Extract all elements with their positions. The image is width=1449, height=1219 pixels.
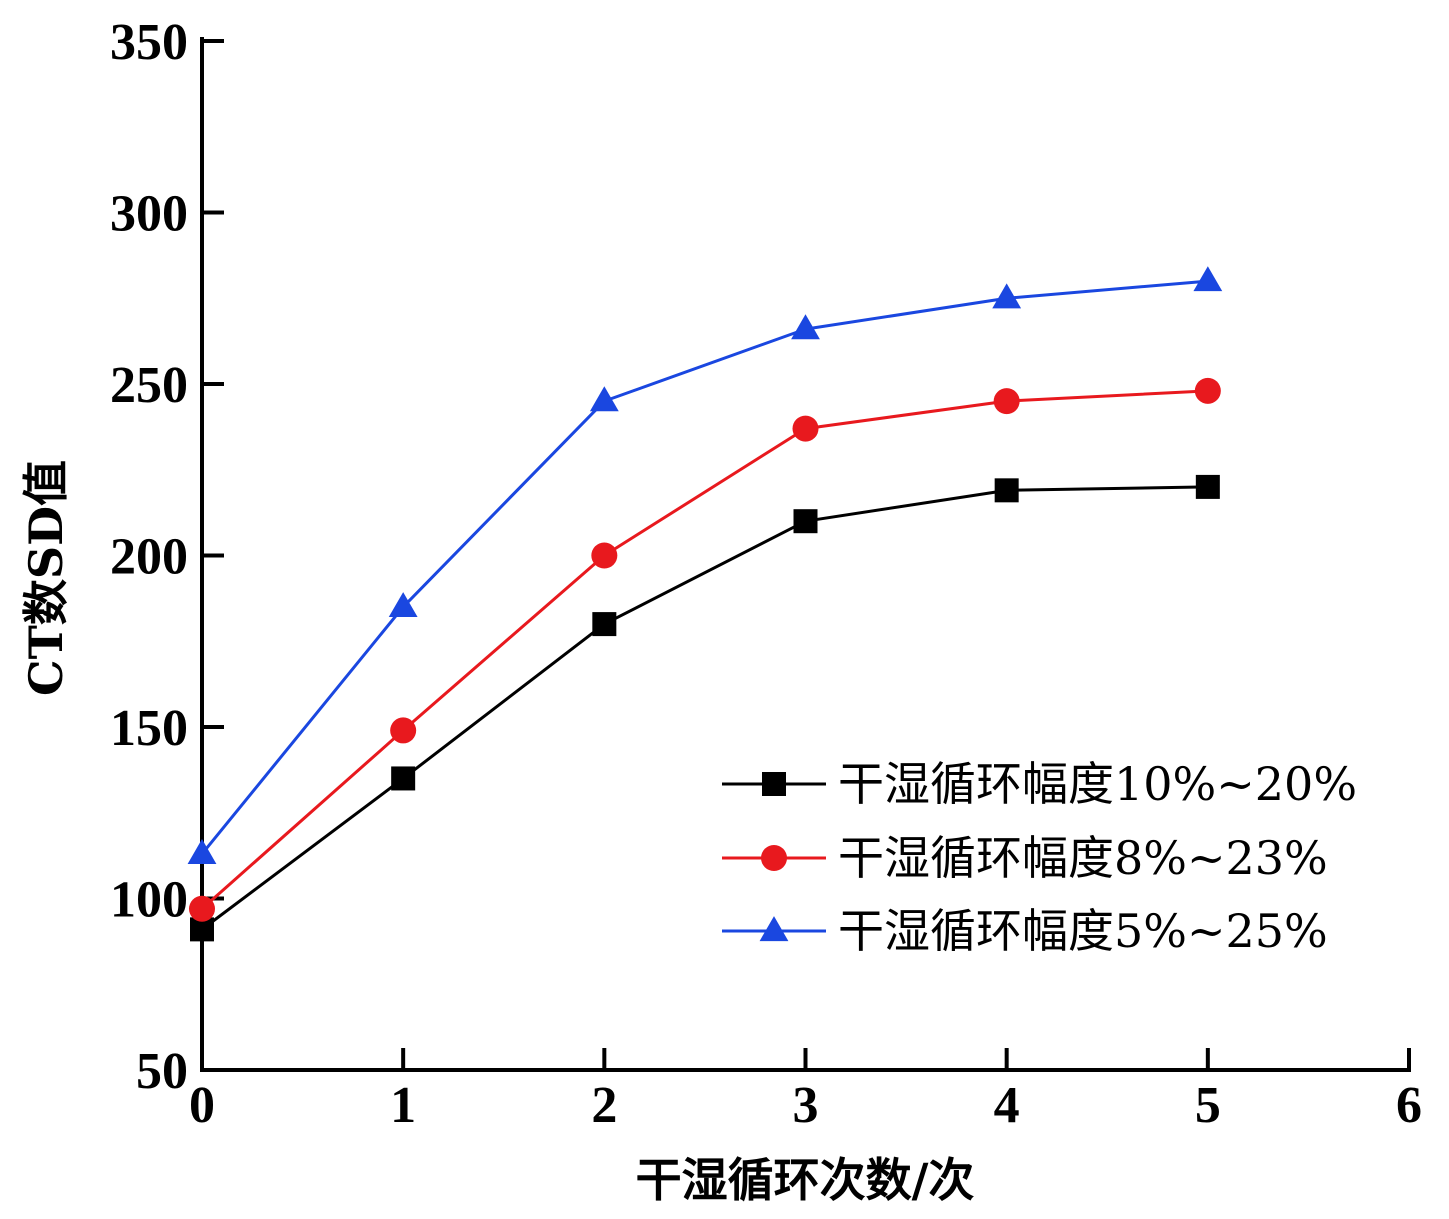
data-point	[589, 386, 619, 412]
data-point	[388, 592, 418, 618]
legend-item: 干湿循环幅度10%~20%	[722, 757, 1357, 811]
x-tick-label: 3	[793, 1077, 819, 1134]
data-point	[1194, 377, 1221, 404]
data-point	[591, 542, 618, 569]
series-lines	[200, 279, 1208, 931]
y-tick-label: 100	[110, 872, 188, 929]
x-tick-label: 0	[189, 1077, 215, 1134]
y-tick-label: 250	[110, 357, 188, 414]
y-axis-ticks: 50 100 150 200 250 300 350	[110, 14, 224, 1100]
legend-label: 干湿循环幅度10%~20%	[838, 757, 1357, 811]
legend-marker	[759, 916, 789, 942]
x-tick-label: 1	[390, 1077, 416, 1134]
data-point	[390, 717, 417, 744]
data-point	[1195, 474, 1220, 499]
legend-item: 干湿循环幅度8%~23%	[722, 831, 1328, 885]
data-point	[189, 895, 215, 922]
legend-item: 干湿循环幅度5%~25%	[722, 904, 1328, 958]
y-axis-title: CT数SD值	[19, 460, 73, 696]
legend-label: 干湿循环幅度5%~25%	[838, 904, 1328, 958]
legend: 干湿循环幅度10%~20% 干湿循环幅度8%~23% 干湿循环幅度5%~25%	[722, 757, 1357, 958]
series-line-3	[200, 279, 1208, 855]
data-point	[792, 415, 819, 442]
y-tick-label: 50	[136, 1043, 188, 1100]
series-markers	[187, 266, 1223, 942]
x-axis-ticks: 0 1 2 3 4 5 6	[189, 1048, 1422, 1134]
data-point	[187, 839, 217, 864]
y-tick-label: 300	[110, 186, 188, 243]
series-line-1	[201, 485, 1208, 931]
legend-marker	[761, 845, 787, 871]
data-point	[793, 509, 818, 534]
data-point	[993, 388, 1020, 415]
data-point	[391, 766, 416, 791]
y-tick-label: 200	[110, 529, 188, 586]
y-tick-label: 150	[110, 700, 188, 757]
x-tick-label: 5	[1195, 1077, 1221, 1134]
data-point	[791, 314, 820, 340]
data-point	[1193, 266, 1223, 292]
x-axis-title: 干湿循环次数/次	[636, 1153, 975, 1207]
y-tick-label: 350	[110, 14, 188, 71]
x-tick-label: 4	[994, 1077, 1020, 1134]
x-tick-label: 6	[1396, 1077, 1422, 1134]
legend-marker	[762, 772, 786, 796]
data-point	[992, 283, 1022, 309]
legend-label: 干湿循环幅度8%~23%	[838, 831, 1328, 885]
data-point	[994, 478, 1019, 503]
data-point	[592, 612, 617, 637]
series-line-2	[201, 389, 1208, 910]
x-tick-label: 2	[591, 1077, 617, 1134]
